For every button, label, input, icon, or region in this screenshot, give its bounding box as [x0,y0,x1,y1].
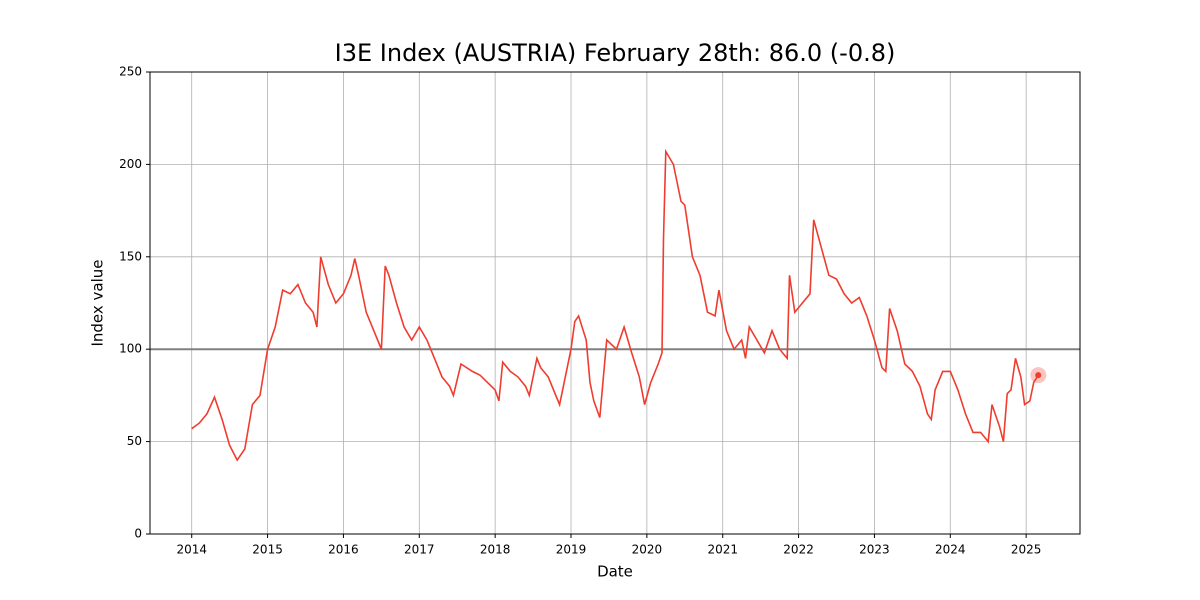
x-tick-label: 2018 [480,543,511,557]
chart-title: I3E Index (AUSTRIA) February 28th: 86.0 … [335,39,896,67]
x-tick-label: 2017 [404,543,435,557]
y-tick-label: 0 [134,527,142,541]
x-tick-label: 2016 [328,543,359,557]
y-axis-label: Index value [89,259,107,346]
x-tick-label: 2024 [935,543,966,557]
y-tick-label: 50 [127,434,142,448]
x-tick-label: 2019 [556,543,587,557]
x-tick-label: 2022 [783,543,814,557]
x-tick-label: 2015 [252,543,283,557]
x-tick-label: 2025 [1011,543,1042,557]
x-tick-label: 2014 [176,543,207,557]
y-tick-label: 250 [119,65,142,79]
x-tick-label: 2021 [707,543,738,557]
last-point [1035,372,1042,379]
y-tick-label: 100 [119,342,142,356]
series-line [191,148,1039,462]
plot-frame [149,71,1081,535]
x-tick-label: 2023 [859,543,890,557]
x-tick-label: 2020 [632,543,663,557]
y-tick-label: 150 [119,249,142,263]
y-tick-label: 200 [119,157,142,171]
x-axis-label: Date [597,563,633,581]
